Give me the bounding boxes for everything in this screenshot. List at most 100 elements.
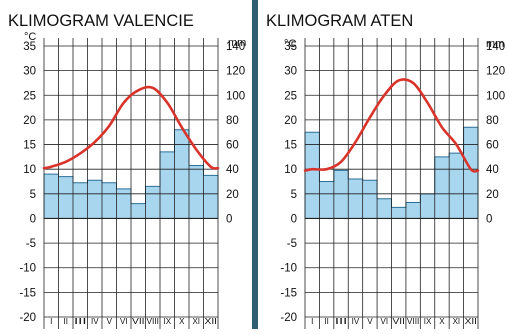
category-label: X xyxy=(439,317,445,326)
right-tick-label: 60 xyxy=(486,140,499,152)
left-tick-label: 15 xyxy=(23,140,36,152)
climograph-valencie: KLIMOGRAM VALENCIE°C mm 35 30 25 20 15 10 5 0 -5 -1… xyxy=(0,0,252,329)
left-tick-label: -20 xyxy=(280,312,297,324)
precipitation-bar xyxy=(362,180,378,219)
right-tick-label: 100 xyxy=(486,90,505,102)
panel-divider xyxy=(252,0,258,329)
category-label: III xyxy=(74,317,87,326)
left-tick-label: 0 xyxy=(30,213,36,225)
left-tick-label: 5 xyxy=(30,189,36,201)
left-tick-label: 20 xyxy=(23,115,36,127)
category-label: VIII xyxy=(407,317,419,326)
right-tick-label: 40 xyxy=(486,164,499,176)
left-tick-label: -10 xyxy=(19,263,36,275)
category-label: VI xyxy=(120,317,128,326)
left-tick-label: -10 xyxy=(280,263,297,275)
left-tick-label: -15 xyxy=(19,287,36,299)
precipitation-bar xyxy=(102,182,117,219)
chart-title: KLIMOGRAM ATEN xyxy=(266,12,413,30)
category-label: II xyxy=(324,317,328,326)
category-label: VIII xyxy=(147,317,160,326)
left-axis-unit: °C xyxy=(24,31,36,43)
precipitation-bar xyxy=(434,156,450,219)
temperature-line xyxy=(303,78,480,173)
right-tick-label: 140 xyxy=(226,41,245,53)
right-tick-label: 0 xyxy=(226,213,232,225)
right-tick-label: 120 xyxy=(486,66,505,78)
left-tick-label: 20 xyxy=(284,115,297,127)
right-tick-label: 0 xyxy=(486,213,492,225)
right-tick-label: 40 xyxy=(226,164,239,176)
category-label: IX xyxy=(163,317,171,326)
left-tick-label: -20 xyxy=(19,312,36,324)
category-label: XII xyxy=(465,317,477,326)
right-tick-label: 20 xyxy=(486,189,499,201)
category-label: IV xyxy=(91,317,99,326)
precipitation-bar xyxy=(333,170,349,219)
right-tick-label: 60 xyxy=(226,140,239,152)
left-tick-label: 30 xyxy=(284,66,297,78)
precipitation-bar xyxy=(87,180,102,219)
precipitation-bar xyxy=(420,193,435,219)
precipitation-bar xyxy=(348,179,363,219)
precipitation-bar xyxy=(463,127,478,219)
precipitation-bar xyxy=(377,198,392,219)
left-tick-label: 10 xyxy=(23,164,36,176)
precipitation-bar xyxy=(203,175,218,219)
category-label: XI xyxy=(453,317,461,326)
left-tick-label: 15 xyxy=(284,140,297,152)
category-label: II xyxy=(64,317,68,326)
left-tick-label: 5 xyxy=(291,189,297,201)
right-tick-label: 80 xyxy=(226,115,239,127)
precipitation-bar xyxy=(145,186,160,219)
category-label: IX xyxy=(424,317,432,326)
precipitation-bar xyxy=(160,151,175,219)
category-label: XII xyxy=(205,317,218,326)
left-axis-unit: °C xyxy=(284,38,296,50)
panel-background xyxy=(0,0,252,329)
category-label: VI xyxy=(381,317,389,326)
precipitation-bar xyxy=(405,202,421,219)
category-label: V xyxy=(107,317,113,326)
category-label: VII xyxy=(393,317,405,326)
right-tick-label: 20 xyxy=(226,189,239,201)
left-tick-label: 30 xyxy=(23,66,36,78)
left-tick-label: 10 xyxy=(284,164,297,176)
left-tick-label: 25 xyxy=(284,90,297,102)
precipitation-bar xyxy=(73,182,88,219)
right-tick-label: 120 xyxy=(226,66,245,78)
right-axis-unit: mm xyxy=(486,38,504,50)
precipitation-bar xyxy=(319,181,334,219)
left-tick-label: -5 xyxy=(26,238,36,250)
category-label: X xyxy=(179,317,185,326)
precipitation-bar xyxy=(131,203,146,219)
category-label: I xyxy=(311,317,313,326)
precipitation-bar xyxy=(58,176,73,219)
temperature-line xyxy=(42,85,220,170)
climograph-aten: KLIMOGRAM ATEN °C mm 35 30 25 20 15 10 5 0 -5 -10 -15… xyxy=(258,0,509,329)
precipitation-bar xyxy=(44,174,59,219)
precipitation-bar xyxy=(174,129,189,219)
precipitation-bar xyxy=(189,165,204,219)
category-label: I xyxy=(50,317,52,326)
category-label: VII xyxy=(132,317,145,326)
right-tick-label: 140 xyxy=(486,41,505,53)
left-tick-label: 35 xyxy=(23,41,36,53)
category-label: V xyxy=(367,317,373,326)
right-tick-label: 100 xyxy=(226,90,245,102)
precipitation-bar xyxy=(391,207,406,219)
right-axis-unit: mm xyxy=(228,37,246,49)
left-tick-label: 25 xyxy=(23,90,36,102)
category-label: IV xyxy=(352,317,360,326)
category-label: III xyxy=(335,317,347,326)
left-tick-label: -15 xyxy=(280,287,297,299)
category-label: XI xyxy=(192,317,200,326)
left-tick-label: -5 xyxy=(287,238,297,250)
precipitation-bar xyxy=(116,188,131,219)
chart-title: KLIMOGRAM VALENCIE xyxy=(8,12,194,30)
precipitation-bar xyxy=(305,132,320,219)
left-tick-label: 35 xyxy=(284,41,297,53)
right-tick-label: 80 xyxy=(486,115,499,127)
